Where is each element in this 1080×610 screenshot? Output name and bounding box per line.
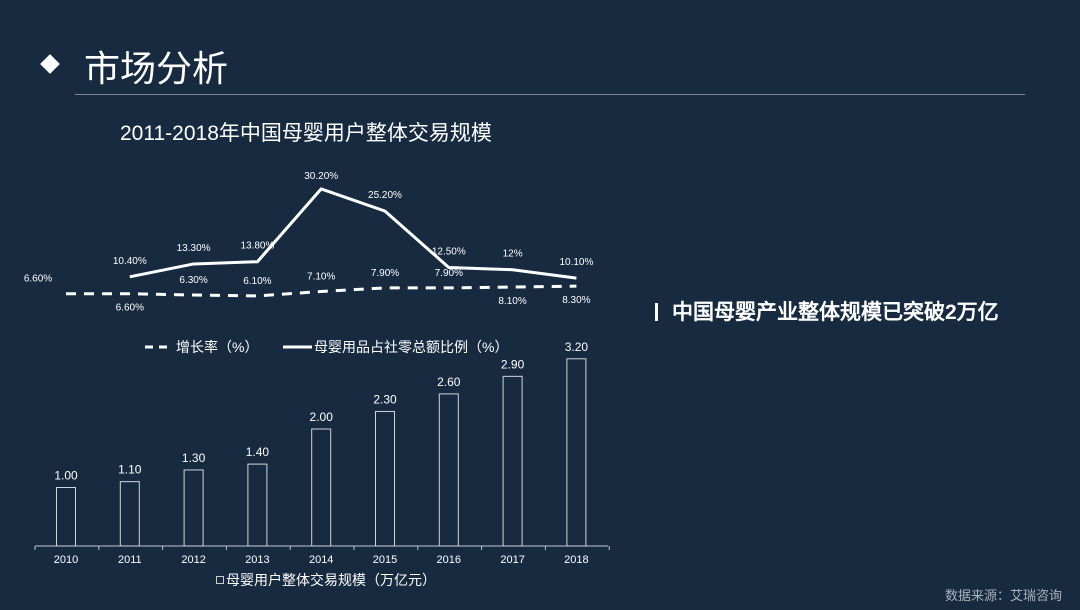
- bar-data-label: 2.30: [373, 392, 397, 406]
- growth-rate-line: [66, 284, 577, 298]
- legend-share: 母婴用品占社零总额比例（%）: [314, 339, 508, 355]
- bar: [375, 410, 395, 547]
- legend-bar-swatch: [216, 576, 224, 584]
- line-data-label: 7.90%: [435, 268, 463, 279]
- line-data-label: 30.20%: [304, 171, 338, 182]
- legend-bar: 母婴用户整体交易规模（万亿元）: [226, 572, 436, 588]
- line-data-label: 12.50%: [432, 247, 466, 258]
- line-data-label: 6.10%: [243, 276, 271, 287]
- line-data-label: 6.30%: [179, 275, 207, 286]
- line-data-label: 7.90%: [371, 268, 399, 279]
- line-data-label: 7.10%: [307, 271, 335, 282]
- headline-bar-icon: [655, 303, 658, 321]
- bar-data-label: 2.90: [501, 357, 525, 371]
- bar: [566, 358, 587, 547]
- line-data-label: 8.10%: [498, 296, 526, 307]
- x-tick-label: 2011: [118, 554, 142, 566]
- x-tick-label: 2010: [54, 554, 78, 566]
- bar-data-label: 1.10: [118, 463, 142, 477]
- headline: 中国母婴产业整体规模已突破2万亿: [655, 296, 999, 326]
- line-data-label: 10.10%: [559, 257, 593, 268]
- bar-data-label: 1.00: [54, 469, 78, 483]
- line-data-label: 8.30%: [562, 295, 590, 306]
- x-tick-label: 2017: [500, 554, 524, 566]
- x-tick-label: 2015: [373, 554, 397, 566]
- bar-data-label: 3.20: [565, 340, 589, 354]
- x-tick-label: 2013: [245, 554, 269, 566]
- x-tick-label: 2014: [309, 554, 333, 566]
- x-tick-label: 2016: [437, 554, 461, 566]
- line-data-label: 6.60%: [24, 274, 52, 285]
- line-data-label: 25.20%: [368, 190, 402, 201]
- bar-data-label: 1.30: [182, 451, 206, 465]
- line-data-label: 13.80%: [240, 241, 274, 252]
- bar-data-label: 2.60: [437, 375, 461, 389]
- x-tick-label: 2018: [564, 554, 588, 566]
- chart-title: 2011-2018年中国母婴用户整体交易规模: [120, 122, 492, 145]
- line-data-label: 10.40%: [113, 256, 147, 267]
- bar: [311, 428, 332, 547]
- bar-data-label: 1.40: [246, 445, 270, 459]
- line-data-label: 6.60%: [116, 303, 144, 314]
- share-line: [129, 187, 577, 280]
- bar: [56, 487, 76, 547]
- headline-text: 中国母婴产业整体规模已突破2万亿: [672, 301, 999, 324]
- bar: [183, 469, 204, 547]
- data-source: 数据来源：艾瑞咨询: [944, 588, 1062, 603]
- header-divider: [75, 94, 1025, 95]
- line-data-label: 13.30%: [177, 243, 211, 254]
- bar: [438, 393, 459, 547]
- bar: [119, 481, 140, 547]
- bar-data-label: 2.00: [310, 410, 334, 424]
- bar-legend: 母婴用户整体交易规模（万亿元）: [216, 572, 436, 588]
- line-legend: 增长率（%） 母婴用品占社零总额比例（%）: [145, 339, 508, 355]
- bar: [502, 375, 523, 547]
- x-tick-label: 2012: [181, 554, 205, 566]
- bar: [247, 463, 268, 547]
- line-data-label: 12%: [503, 249, 523, 260]
- page-title: 市场分析: [84, 48, 229, 89]
- legend-growth: 增长率（%）: [176, 339, 258, 355]
